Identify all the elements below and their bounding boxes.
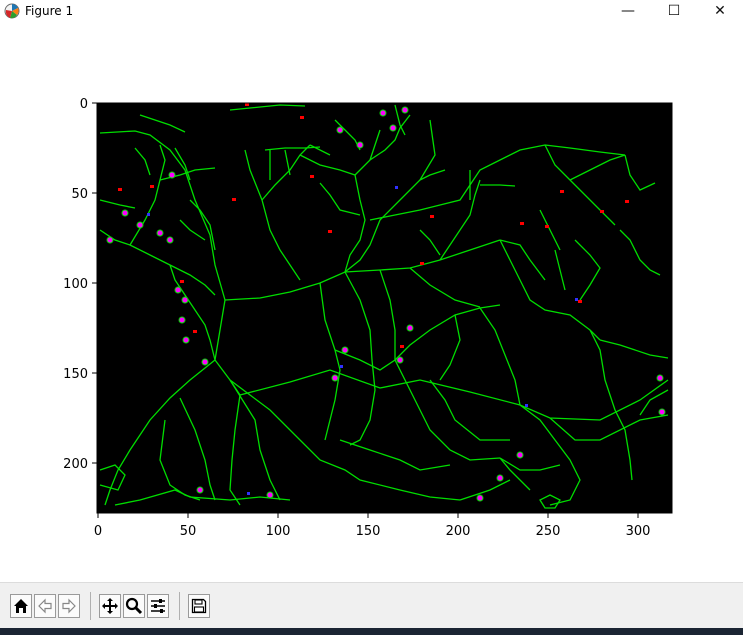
back-icon xyxy=(38,598,52,613)
y-tick-label: 200 xyxy=(63,457,88,472)
figure-svg: 0 50 100 150 200 250 300 0 50 100 150 20… xyxy=(63,97,673,539)
x-tick-label: 200 xyxy=(446,524,471,539)
x-tick-label: 250 xyxy=(536,524,561,539)
matplotlib-app-icon xyxy=(4,3,20,19)
x-axis: 0 50 100 150 200 250 300 xyxy=(94,513,651,539)
save-button[interactable] xyxy=(188,593,210,618)
back-button[interactable] xyxy=(34,593,56,618)
figure-canvas[interactable]: 0 50 100 150 200 250 300 0 50 100 150 20… xyxy=(0,22,743,582)
x-tick-label: 300 xyxy=(626,524,651,539)
pan-icon xyxy=(102,597,118,614)
toolbar-separator xyxy=(90,591,91,620)
plot-image-background xyxy=(97,103,672,513)
minimize-button[interactable]: — xyxy=(621,3,635,19)
forward-icon xyxy=(62,598,76,613)
x-tick-label: 150 xyxy=(356,524,381,539)
window-title: Figure 1 xyxy=(25,4,74,18)
endpoint-markers xyxy=(118,103,629,348)
title-bar: Figure 1 — ☐ ✕ xyxy=(0,0,743,22)
vessel-network xyxy=(99,104,669,509)
axes-frame xyxy=(96,102,673,514)
junction-markers xyxy=(106,106,666,502)
y-tick-label: 0 xyxy=(80,97,88,112)
x-tick-label: 0 xyxy=(94,524,102,539)
home-icon xyxy=(14,598,28,613)
zoom-button[interactable] xyxy=(123,593,145,618)
home-button[interactable] xyxy=(10,593,32,618)
navigation-toolbar xyxy=(0,582,743,628)
zoom-icon xyxy=(125,597,143,614)
y-tick-label: 100 xyxy=(63,277,88,292)
configure-subplots-icon xyxy=(151,598,165,613)
y-axis: 0 50 100 150 200 xyxy=(63,97,97,472)
x-tick-label: 50 xyxy=(180,524,197,539)
pan-button[interactable] xyxy=(99,593,121,618)
close-button[interactable]: ✕ xyxy=(714,3,726,19)
toolbar-separator xyxy=(179,591,180,620)
y-tick-label: 50 xyxy=(71,187,88,202)
save-icon xyxy=(191,598,207,613)
taskbar-strip xyxy=(0,628,743,635)
configure-subplots-button[interactable] xyxy=(147,593,169,618)
node-markers xyxy=(147,186,578,495)
maximize-button[interactable]: ☐ xyxy=(667,3,681,19)
x-tick-label: 100 xyxy=(266,524,291,539)
y-tick-label: 150 xyxy=(63,367,88,382)
forward-button[interactable] xyxy=(58,593,80,618)
